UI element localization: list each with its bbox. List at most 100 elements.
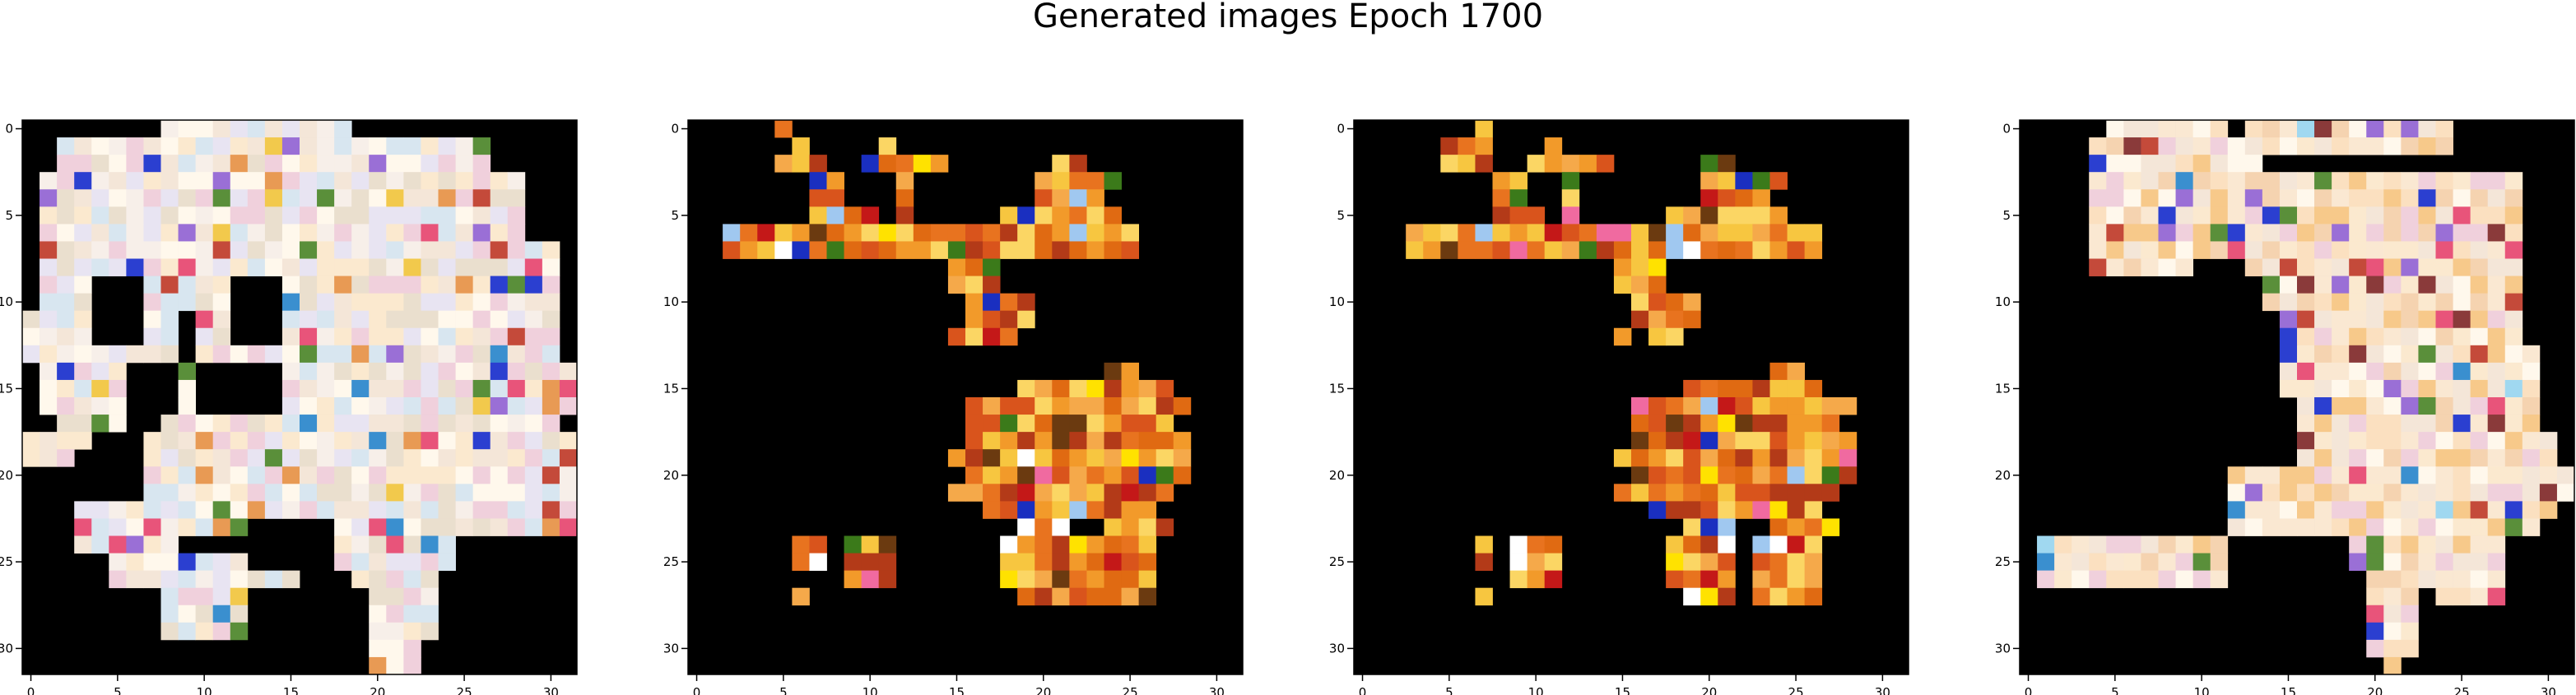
image-pixel [2349,415,2367,433]
image-pixel [369,449,387,467]
image-pixel [472,241,491,259]
image-pixel [2089,224,2107,242]
image-pixel [2332,449,2350,467]
image-pixel [2158,120,2176,138]
image-pixel [1052,449,1070,467]
image-pixel [1000,327,1018,346]
x-tick-label: 25 [457,685,472,695]
image-pixel [2470,415,2489,433]
image-pixel [1086,570,1104,589]
image-pixel [455,466,474,484]
image-pixel [2141,120,2159,138]
image-pixel [1718,379,1736,398]
image-pixel [421,518,439,536]
image-pixel [1735,501,1753,519]
image-pixel [74,258,92,276]
image-pixel [126,501,144,519]
image-pixel [1509,570,1528,589]
image-pixel [22,327,40,346]
image-pixel [2279,206,2298,225]
image-pixel [300,120,318,138]
image-pixel [334,241,352,259]
image-pixel [826,206,844,225]
image-pixel [913,224,932,242]
image-pixel [2418,206,2436,225]
image-pixel [91,206,109,225]
image-pixel [317,310,335,329]
image-pixel [386,310,404,329]
image-pixel [178,605,197,623]
image-pixel [230,587,249,606]
image-pixel [1787,224,1806,242]
image-pixel [1752,241,1770,259]
image-pixel [2089,155,2107,173]
image-pixel [1752,397,1770,415]
image-pixel [300,484,318,502]
image-pixel [369,587,387,606]
y-tick-label: 30 [663,641,679,656]
image-pixel [230,449,249,467]
image-pixel [455,189,474,207]
image-pixel [403,553,421,572]
image-pixel [490,293,509,312]
image-pixel [247,466,266,484]
image-pixel [1000,206,1018,225]
image-pixel [2279,310,2298,329]
image-pixel [1683,224,1701,242]
image-pixel [300,310,318,329]
image-pixel [2453,172,2471,190]
image-pixel [2487,415,2506,433]
image-pixel [57,345,75,364]
image-pixel [2279,276,2298,294]
image-pixel [2314,362,2332,381]
image-pixel [1648,415,1667,433]
image-pixel [2089,241,2107,259]
image-pixel [2349,535,2367,554]
y-tick-label: 5 [2002,208,2011,223]
image-pixel [403,415,421,433]
image-pixel [2332,276,2350,294]
image-pixel [403,518,421,536]
image-pixel [2123,258,2141,276]
image-pixel [965,327,983,346]
image-pixel [317,172,335,190]
image-pixel [1138,484,1157,502]
image-pixel [2487,484,2506,502]
image-pixel [2192,535,2211,554]
image-pixel [2297,501,2315,519]
image-pixel [1458,137,1476,155]
image-pixel [2487,206,2506,225]
image-pixel [844,241,863,259]
image-pixel [74,518,92,536]
image-pixel [403,587,421,606]
image-pixel [2470,484,2489,502]
image-pixel [2470,379,2489,398]
image-pixel [195,310,214,329]
image-pixel [2435,397,2453,415]
image-pixel [2210,535,2229,554]
image-pixel [947,241,966,259]
image-pixel [1509,189,1528,207]
image-pixel [472,310,491,329]
image-pixel [2383,656,2402,675]
image-pixel [2106,224,2124,242]
image-pixel [2470,501,2489,519]
image-pixel [524,241,543,259]
image-pixel [2453,206,2471,225]
image-pixel [195,327,214,346]
image-pixel [1155,466,1174,484]
image-pixel [2227,189,2246,207]
image-pixel [195,449,214,467]
image-pixel [740,241,758,259]
image-pixel [264,484,283,502]
image-pixel [2487,570,2506,589]
image-pixel [559,362,578,381]
image-pixel [1000,466,1018,484]
image-pixel [247,449,266,467]
image-pixel [351,397,370,415]
image-pixel [2470,587,2489,606]
image-pixel [2401,449,2419,467]
image-pixel [160,622,179,641]
image-pixel [300,449,318,467]
